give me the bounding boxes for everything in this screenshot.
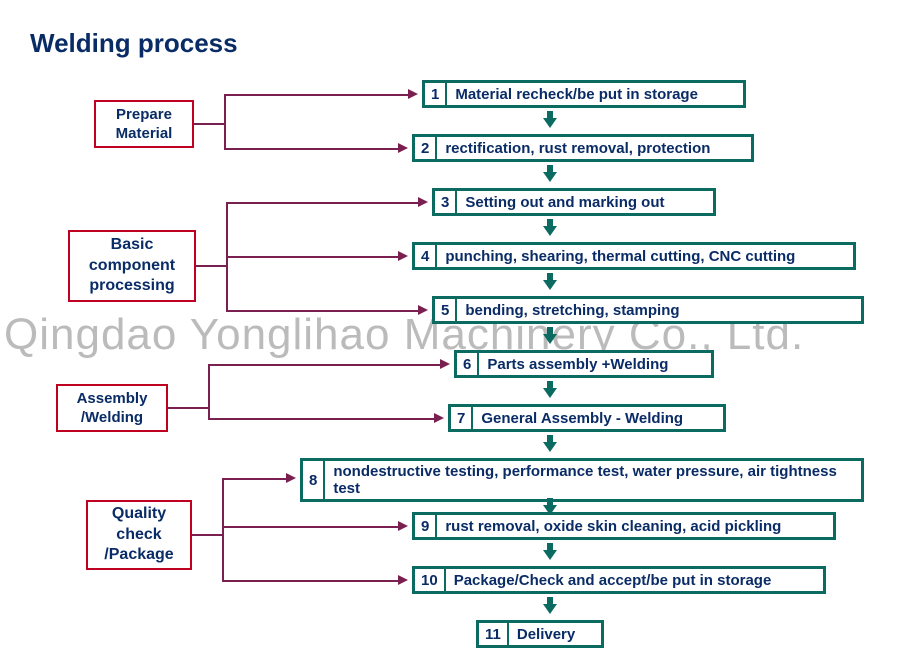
step-number: 1 (425, 83, 447, 105)
step-box: 11Delivery (476, 620, 604, 648)
step-number: 2 (415, 137, 437, 159)
step-box: 2rectification, rust removal, protection (412, 134, 754, 162)
step-box: 1Material recheck/be put in storage (422, 80, 746, 108)
category-box: Assembly/Welding (56, 384, 168, 432)
step-label: rectification, rust removal, protection (437, 138, 751, 159)
down-arrow-icon (543, 165, 557, 183)
step-number: 5 (435, 299, 457, 321)
down-arrow-icon (543, 273, 557, 291)
step-box: 4punching, shearing, thermal cutting, CN… (412, 242, 856, 270)
category-box: Basiccomponentprocessing (68, 230, 196, 302)
step-label: Parts assembly +Welding (479, 354, 711, 375)
step-number: 3 (435, 191, 457, 213)
step-box: 3Setting out and marking out (432, 188, 716, 216)
step-label: Setting out and marking out (457, 192, 713, 213)
step-label: bending, stretching, stamping (457, 300, 861, 321)
down-arrow-icon (543, 219, 557, 237)
category-box: Qualitycheck/Package (86, 500, 192, 570)
step-label: Material recheck/be put in storage (447, 84, 743, 105)
page-title: Welding process (30, 28, 238, 59)
step-box: 10Package/Check and accept/be put in sto… (412, 566, 826, 594)
step-number: 10 (415, 569, 446, 591)
step-number: 4 (415, 245, 437, 267)
step-label: rust removal, oxide skin cleaning, acid … (437, 516, 833, 537)
down-arrow-icon (543, 435, 557, 453)
step-box: 7General Assembly - Welding (448, 404, 726, 432)
step-number: 8 (303, 461, 325, 499)
step-box: 8nondestructive testing, performance tes… (300, 458, 864, 502)
step-number: 11 (479, 623, 509, 645)
step-number: 7 (451, 407, 473, 429)
step-label: punching, shearing, thermal cutting, CNC… (437, 246, 853, 267)
step-box: 5bending, stretching, stamping (432, 296, 864, 324)
step-number: 9 (415, 515, 437, 537)
category-box: PrepareMaterial (94, 100, 194, 148)
down-arrow-icon (543, 381, 557, 399)
step-label: Delivery (509, 624, 601, 645)
step-box: 9rust removal, oxide skin cleaning, acid… (412, 512, 836, 540)
step-number: 6 (457, 353, 479, 375)
step-label: General Assembly - Welding (473, 408, 723, 429)
step-label: nondestructive testing, performance test… (325, 461, 861, 499)
down-arrow-icon (543, 327, 557, 345)
step-label: Package/Check and accept/be put in stora… (446, 570, 823, 591)
down-arrow-icon (543, 597, 557, 615)
down-arrow-icon (543, 111, 557, 129)
step-box: 6Parts assembly +Welding (454, 350, 714, 378)
down-arrow-icon (543, 498, 557, 516)
down-arrow-icon (543, 543, 557, 561)
